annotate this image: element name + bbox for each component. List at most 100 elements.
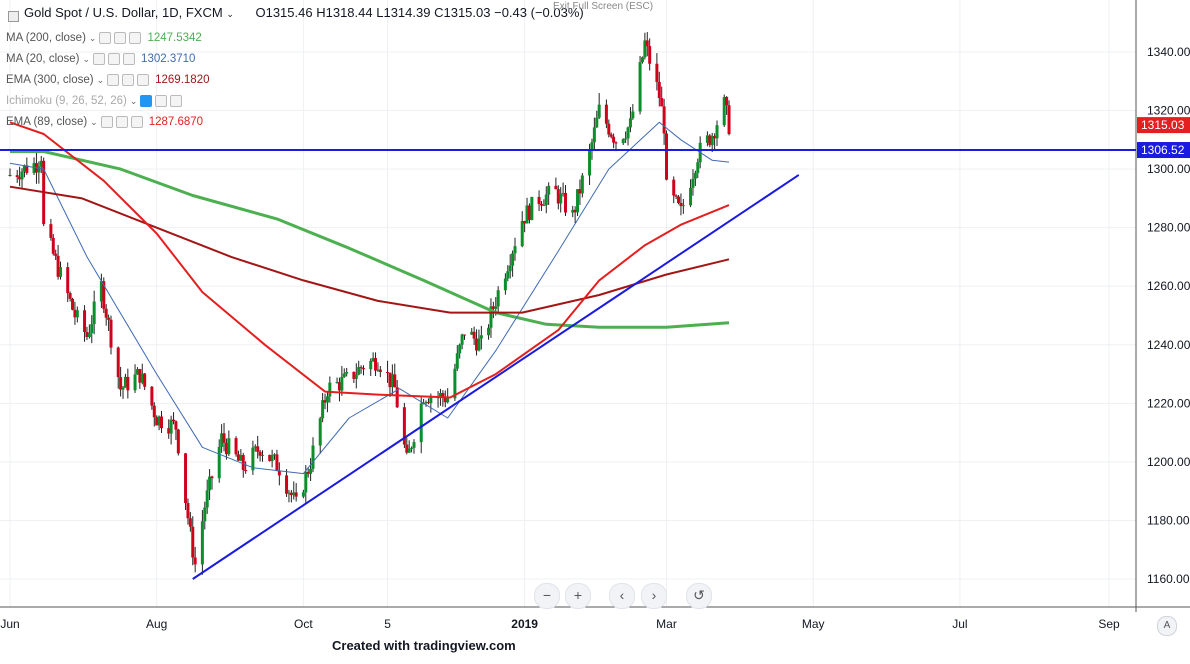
candle-body <box>713 136 717 139</box>
scroll-left-button[interactable]: ‹ <box>609 583 635 609</box>
reset-chart-button[interactable]: ↺ <box>686 583 712 609</box>
candle-body <box>455 353 459 369</box>
candle-body <box>554 185 558 190</box>
eye-icon[interactable] <box>93 53 106 65</box>
candle-body <box>220 433 224 447</box>
indicator-row[interactable]: EMA (300, close) ⌄ 1269.1820 <box>6 74 210 86</box>
chevron-down-icon[interactable]: ⌄ <box>129 95 138 106</box>
candle-body <box>725 97 729 106</box>
x-tick-label: Mar <box>656 617 677 631</box>
candle-body <box>193 557 197 565</box>
candle-body <box>32 163 36 173</box>
candle-body <box>691 178 695 188</box>
candle-body <box>441 393 445 398</box>
chevron-down-icon[interactable]: ⌄ <box>90 116 98 127</box>
candle-body <box>539 203 543 206</box>
close-icon[interactable] <box>137 74 150 86</box>
indicator-line <box>9 185 730 314</box>
candle-body <box>470 331 474 335</box>
candle-body <box>530 196 534 220</box>
candle-body <box>150 386 154 406</box>
candle-body <box>234 438 238 455</box>
candle-body <box>503 278 507 291</box>
candle-body <box>210 476 214 479</box>
indicator-label: MA (20, close) <box>6 53 80 65</box>
chevron-down-icon[interactable]: ⌄ <box>82 53 91 64</box>
candle-body <box>477 338 481 351</box>
candle-body <box>547 185 551 195</box>
ohlc-high: H1318.44 <box>316 5 373 20</box>
candle-body <box>513 246 517 254</box>
gear-icon[interactable] <box>122 74 135 86</box>
gear-icon[interactable] <box>115 116 128 128</box>
candle-body <box>681 205 685 207</box>
chevron-down-icon[interactable]: ⌄ <box>226 9 234 19</box>
close-icon[interactable] <box>123 53 136 65</box>
eye-icon[interactable] <box>100 116 113 128</box>
candle-body <box>638 62 642 112</box>
candle-body <box>174 421 178 430</box>
candle-body <box>224 442 228 455</box>
candle-body <box>20 171 24 180</box>
candle-body <box>109 319 113 348</box>
x-tick-label: Oct <box>294 617 313 631</box>
candle-body <box>270 455 274 461</box>
candle-body <box>352 371 356 379</box>
candle-body <box>402 407 406 445</box>
symbol-name[interactable]: Gold Spot / U.S. Dollar, 1D, FXCM <box>24 5 223 20</box>
candle-body <box>354 374 358 379</box>
chevron-down-icon[interactable]: ⌄ <box>88 32 97 43</box>
indicator-label: MA (200, close) <box>6 32 86 44</box>
candle-body <box>241 455 245 471</box>
symbol-header[interactable]: Gold Spot / U.S. Dollar, 1D, FXCM ⌄ O131… <box>24 5 584 20</box>
gear-icon[interactable] <box>108 53 121 65</box>
scroll-right-button[interactable]: › <box>641 583 667 609</box>
gear-icon[interactable] <box>155 95 168 107</box>
candle-body <box>429 397 433 404</box>
close-icon[interactable] <box>129 32 142 44</box>
eye-icon[interactable] <box>140 95 153 107</box>
eye-icon[interactable] <box>99 32 112 44</box>
candle-body <box>49 224 53 238</box>
candle-body <box>121 387 125 390</box>
candle-body <box>87 333 91 338</box>
chevron-down-icon[interactable]: ⌄ <box>96 74 105 85</box>
candle-body <box>496 290 500 307</box>
candle-body <box>460 334 464 345</box>
indicator-label: Ichimoku (9, 26, 52, 26) <box>6 95 127 107</box>
candle-body <box>277 470 281 476</box>
auto-scale-button[interactable]: A <box>1157 616 1177 636</box>
indicator-row[interactable]: EMA (89, close) ⌄ 1287.6870 <box>6 116 203 128</box>
candle-body <box>386 372 390 374</box>
close-icon[interactable] <box>130 116 143 128</box>
indicator-row[interactable]: MA (20, close) ⌄ 1302.3710 <box>6 53 195 65</box>
candle-body <box>157 416 161 426</box>
close-icon[interactable] <box>170 95 183 107</box>
candle-body <box>672 179 676 196</box>
zoom-out-button[interactable]: − <box>534 583 560 609</box>
candle-body <box>662 106 666 134</box>
candle-body <box>239 455 243 461</box>
last-price-label-bg <box>1137 117 1190 134</box>
indicator-row[interactable]: Ichimoku (9, 26, 52, 26) ⌄ <box>6 95 188 107</box>
exit-fullscreen-hint[interactable]: Exit Full Screen (ESC) <box>553 1 654 12</box>
indicator-row[interactable]: MA (200, close) ⌄ 1247.5342 <box>6 32 202 44</box>
ohlc-change: −0.43 (−0.03%) <box>494 5 584 20</box>
candle-body <box>345 371 349 374</box>
gear-icon[interactable] <box>114 32 127 44</box>
candle-body <box>727 105 731 135</box>
candle-body <box>99 281 103 302</box>
candle-body <box>614 142 618 144</box>
candle-body <box>116 347 120 378</box>
candle-body <box>236 454 240 461</box>
candle-body <box>56 255 60 277</box>
candle-body <box>83 310 87 332</box>
zoom-in-button[interactable]: + <box>565 583 591 609</box>
candle-body <box>172 419 176 422</box>
eye-icon[interactable] <box>107 74 120 86</box>
candle-body <box>340 376 344 391</box>
candle-body <box>107 317 111 320</box>
candle-body <box>184 453 188 503</box>
candle-body <box>640 57 644 63</box>
candle-body <box>378 369 382 373</box>
